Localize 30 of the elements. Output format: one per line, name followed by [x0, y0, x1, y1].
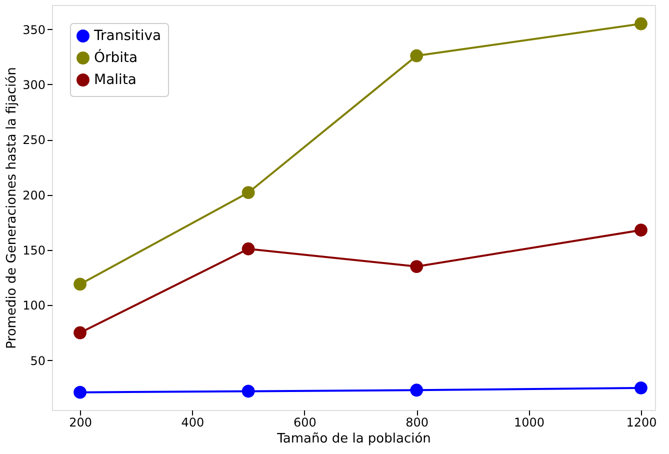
x-tick-label: 1000: [514, 416, 545, 430]
legend-label: Órbita: [94, 49, 138, 66]
y-tick-label: 350: [22, 22, 46, 37]
legend-label: Malita: [94, 72, 137, 88]
x-axis-title: Tamaño de la población: [276, 432, 431, 446]
point: [634, 224, 648, 237]
x-tick-label: 400: [181, 416, 204, 430]
x-tick-label: 1200: [626, 416, 657, 430]
y-tick-label: 200: [22, 188, 46, 202]
y-tick-label: 50: [30, 354, 46, 368]
point: [410, 49, 424, 62]
point: [410, 260, 424, 273]
point: [410, 384, 424, 397]
point: [242, 384, 255, 398]
point: [74, 386, 86, 399]
x-tick-label: 200: [69, 416, 92, 430]
y-tick-label: 300: [22, 78, 46, 92]
point: [634, 17, 648, 30]
y-tick-label: 100: [22, 298, 46, 313]
x-tick-label: 600: [293, 416, 316, 430]
legend-label: Transitiva: [93, 28, 162, 44]
y-tick-label: 150: [22, 243, 46, 258]
point: [74, 326, 86, 340]
point: [242, 242, 255, 256]
point: [634, 381, 648, 394]
x-tick-label: 800: [406, 416, 429, 430]
y-tick-label: 250: [22, 133, 46, 148]
point: [74, 278, 86, 291]
y-axis-title: Promedio de Generaciones hasta la fijación: [4, 67, 20, 349]
point: [242, 186, 255, 200]
